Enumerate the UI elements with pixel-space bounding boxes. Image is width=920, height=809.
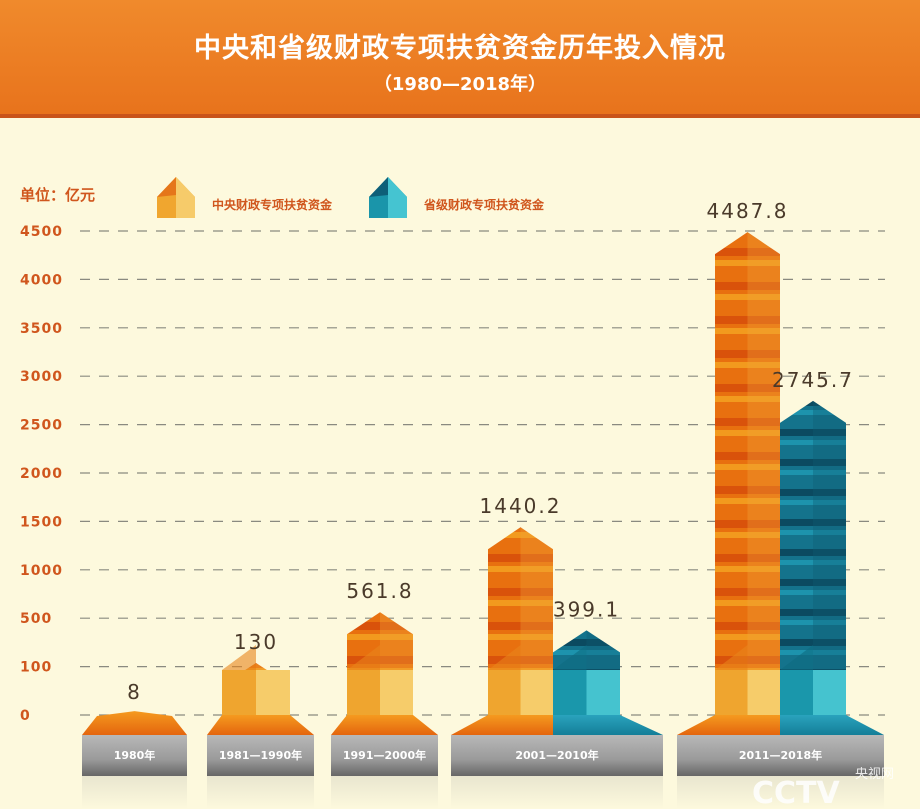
category-group: 1980年 8	[82, 680, 187, 809]
y-tick-label: 4000	[20, 272, 63, 288]
x-category-label: 2001—2010年	[515, 748, 598, 762]
plinth-reflection	[677, 776, 884, 809]
y-tick-label: 2000	[20, 466, 63, 482]
y-tick-label: 0	[20, 708, 31, 724]
y-tick-label: 4500	[20, 224, 63, 240]
bar-provincial: 399.1	[553, 597, 663, 735]
category-plinth	[451, 735, 663, 776]
chart-title: 中央和省级财政专项扶贫资金历年投入情况	[194, 33, 726, 64]
legend-provincial-label: 省级财政专项扶贫资金	[423, 197, 545, 212]
bar-central: 561.8	[331, 579, 438, 735]
category-plinth	[207, 735, 314, 776]
cctv-logo: CCTV	[752, 776, 840, 809]
category-group: 1981—1990年 130	[207, 630, 314, 809]
header-banner: 中央和省级财政专项扶贫资金历年投入情况 （1980—2018年）	[0, 0, 920, 118]
chart-subtitle: （1980—2018年）	[373, 74, 547, 95]
watermark-text: 央视网	[855, 767, 894, 782]
bar-central: 8	[82, 680, 187, 735]
value-label: 130	[234, 630, 278, 654]
y-tick-label: 3500	[20, 321, 63, 337]
category-group: 1991—2000年 561.8	[331, 579, 438, 809]
legend-provincial-icon	[369, 177, 407, 218]
x-category-label: 2011—2018年	[739, 748, 822, 762]
category-plinth	[331, 735, 438, 776]
cctv-watermark: 央视网 CCTV	[752, 767, 894, 809]
plinth-reflection	[207, 776, 314, 809]
bar-central: 1440.2	[451, 494, 562, 735]
y-tick-label: 1000	[20, 563, 63, 579]
x-category-label: 1981—1990年	[219, 748, 302, 762]
category-group: 2011—2018年 4487.8 2745.7	[677, 199, 884, 809]
plinth-reflection	[82, 776, 187, 809]
y-tick-label: 500	[20, 611, 52, 627]
x-category-label: 1980年	[114, 748, 156, 762]
bar-central: 130	[207, 630, 314, 735]
value-label: 4487.8	[707, 199, 789, 223]
category-plinth	[82, 735, 187, 776]
bar-provincial: 2745.7	[772, 368, 884, 735]
legend-central-label: 中央财政专项扶贫资金	[212, 197, 333, 212]
y-axis-unit-label: 单位：亿元	[20, 186, 95, 204]
y-tick-label: 3000	[20, 369, 63, 385]
x-category-label: 1991—2000年	[343, 748, 426, 762]
value-label: 561.8	[346, 579, 413, 603]
y-tick-label: 1500	[20, 514, 63, 530]
legend: 中央财政专项扶贫资金 省级财政专项扶贫资金	[157, 177, 545, 218]
plinth-reflection	[451, 776, 663, 809]
plinth-reflection	[331, 776, 438, 809]
value-label: 8	[127, 680, 142, 704]
y-tick-label: 100	[20, 660, 52, 676]
category-group: 2001—2010年 1440.2 399.1	[451, 494, 663, 809]
bar-central: 4487.8	[677, 199, 789, 735]
value-label: 399.1	[553, 597, 620, 621]
y-tick-label: 2500	[20, 418, 63, 434]
category-plinth	[677, 735, 884, 776]
legend-central-icon	[157, 177, 195, 218]
value-label: 1440.2	[480, 494, 562, 518]
value-label: 2745.7	[772, 368, 854, 392]
